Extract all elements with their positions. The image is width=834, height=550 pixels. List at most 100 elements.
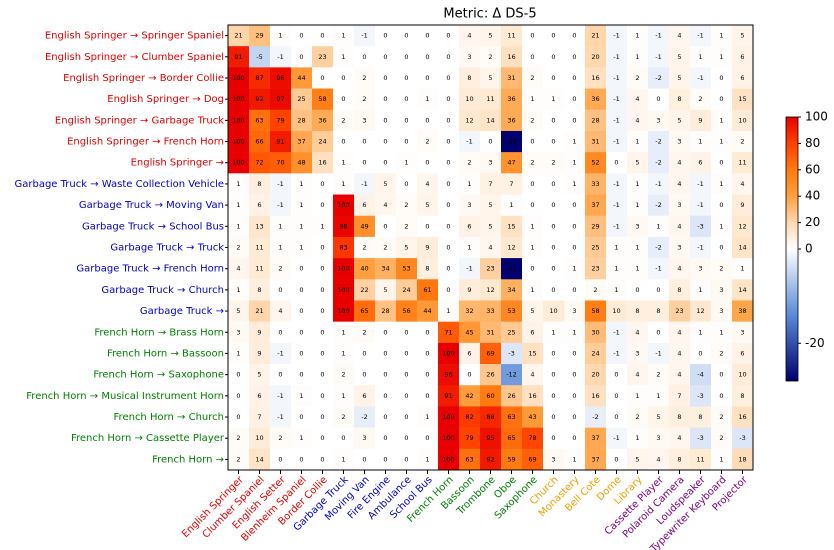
heatmap-cell: [417, 258, 439, 280]
cell-value: 47: [507, 159, 515, 167]
heatmap-cell: [669, 342, 691, 365]
cell-value: -1: [277, 53, 283, 61]
cell-value: 0: [320, 434, 324, 442]
heatmap-cell: [270, 364, 292, 386]
heatmap-cell: [627, 46, 649, 68]
cell-value: 0: [404, 328, 408, 336]
heatmap-cell: [228, 448, 250, 471]
heatmap-cell: [312, 364, 334, 386]
heatmap-cell: [711, 46, 733, 68]
heatmap-cell: [312, 109, 334, 132]
cell-value: 1: [341, 349, 345, 357]
cell-value: 3: [677, 201, 681, 209]
heatmap-cell: [606, 25, 628, 47]
cell-value: 1: [467, 244, 471, 252]
cell-value: 24: [318, 138, 326, 146]
cell-value: 0: [425, 434, 429, 442]
cell-value: 0: [719, 95, 723, 103]
cell-value: 0: [425, 32, 429, 40]
heatmap-cell: [375, 427, 397, 450]
heatmap-cell: [228, 321, 250, 344]
heatmap-cell: [270, 130, 292, 153]
cell-value: 92: [486, 455, 494, 463]
heatmap-cell: [690, 46, 712, 68]
cell-value: -31: [506, 265, 517, 273]
cell-value: 3: [362, 434, 366, 442]
cell-value: 10: [255, 434, 263, 442]
cell-value: 1: [698, 138, 702, 146]
heatmap-cell: [312, 67, 334, 89]
cell-value: 53: [507, 307, 515, 315]
cell-value: 69: [486, 349, 494, 357]
heatmap-cell: [669, 152, 691, 174]
heatmap-cell: [543, 406, 565, 428]
row-label: French Horn → Cassette Player: [71, 433, 225, 444]
cell-value: 1: [635, 201, 639, 209]
heatmap-cell: [396, 67, 418, 89]
cell-value: 1: [572, 138, 576, 146]
heatmap-cell: [627, 236, 649, 259]
heatmap-cell: [249, 194, 271, 217]
cell-value: 2: [530, 74, 534, 82]
heatmap-cell: [459, 88, 481, 111]
cell-value: 1: [236, 201, 240, 209]
heatmap-cell: [249, 25, 271, 47]
heatmap-cell: [417, 152, 439, 174]
heatmap-cell: [711, 173, 733, 195]
heatmap-cell: [375, 109, 397, 132]
heatmap-cell: [459, 364, 481, 386]
cell-value: 21: [234, 32, 242, 40]
cell-value: 0: [572, 392, 576, 400]
cell-value: 36: [591, 95, 599, 103]
cell-value: 1: [698, 328, 702, 336]
cell-value: 42: [465, 392, 473, 400]
cell-value: -1: [613, 222, 619, 230]
heatmap-cell: [333, 236, 355, 259]
heatmap-cell: [690, 109, 712, 132]
heatmap-cell: [627, 385, 649, 407]
heatmap-cell: [249, 406, 271, 428]
heatmap-cell: [375, 448, 397, 471]
cell-value: 15: [528, 349, 536, 357]
cell-value: -1: [613, 138, 619, 146]
heatmap-cell: [228, 25, 250, 47]
cell-value: -1: [613, 32, 619, 40]
heatmap-cell: [375, 300, 397, 322]
heatmap-cell: [480, 67, 502, 89]
heatmap-cell: [732, 67, 754, 89]
heatmap-cell: [543, 385, 565, 407]
heatmap-cell: [417, 194, 439, 217]
row-label: French Horn → Saxophone: [93, 370, 224, 381]
cell-value: 3: [236, 328, 240, 336]
heatmap-cell: [375, 385, 397, 407]
cell-value: -1: [697, 74, 703, 82]
heatmap-cell: [606, 236, 628, 259]
cell-value: 0: [383, 349, 387, 357]
heatmap-cell: [564, 109, 586, 132]
heatmap-cell: [543, 448, 565, 471]
heatmap-cell: [396, 385, 418, 407]
heatmap-cell: [585, 130, 607, 153]
cell-value: 6: [740, 74, 744, 82]
cell-value: 0: [425, 328, 429, 336]
cell-value: 2: [383, 244, 387, 252]
cell-value: -1: [613, 53, 619, 61]
cell-value: 2: [530, 159, 534, 167]
heatmap-cell: [291, 427, 313, 450]
cell-value: -1: [277, 392, 283, 400]
cell-value: 2: [488, 53, 492, 61]
heatmap-cell: [606, 194, 628, 217]
heatmap-cell: [543, 130, 565, 153]
heatmap-cell: [375, 258, 397, 280]
cell-value: 2: [278, 265, 282, 273]
heatmap-cell: [312, 427, 334, 450]
heatmap-cell: [732, 406, 754, 428]
heatmap-cell: [522, 321, 544, 344]
heatmap-cell: [606, 342, 628, 365]
heatmap-cell: [585, 25, 607, 47]
heatmap-cell: [585, 88, 607, 111]
heatmap-cell: [417, 448, 439, 471]
cell-value: 91: [234, 53, 242, 61]
cell-value: 4: [740, 180, 744, 188]
cell-value: -2: [592, 413, 598, 421]
